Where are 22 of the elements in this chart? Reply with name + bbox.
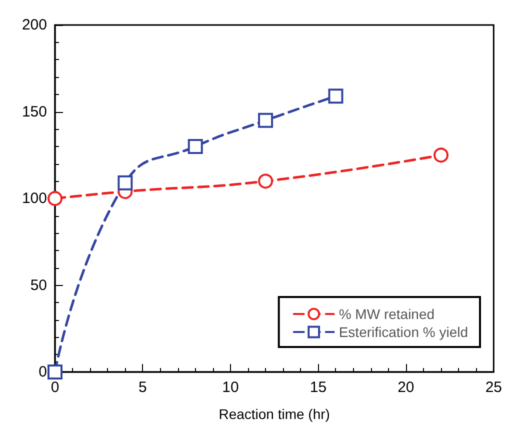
y-tick-label: 200 xyxy=(22,16,47,34)
y-tick-label: 150 xyxy=(22,103,47,120)
legend-label: % MW retained xyxy=(338,306,435,322)
x-tick-label: 0 xyxy=(50,379,60,396)
x-axis-title: Reaction time (hr) xyxy=(218,406,330,422)
y-tick-label: 0 xyxy=(38,364,47,380)
point xyxy=(48,364,62,380)
x-tick-label: 25 xyxy=(485,379,502,396)
y-tick-label: 100 xyxy=(22,190,47,207)
x-tick-label: 10 xyxy=(222,379,239,396)
point xyxy=(48,191,62,206)
y-tick-label: 50 xyxy=(30,276,47,294)
point xyxy=(258,112,274,128)
point xyxy=(118,175,133,190)
x-tick-label: 15 xyxy=(310,379,327,396)
point xyxy=(434,148,449,163)
point xyxy=(258,174,274,189)
point xyxy=(328,88,344,104)
point xyxy=(188,138,203,154)
x-tick-label: 20 xyxy=(398,379,414,396)
legend-label: Esterification % yield xyxy=(338,324,468,340)
x-tick-label: 5 xyxy=(138,379,147,396)
